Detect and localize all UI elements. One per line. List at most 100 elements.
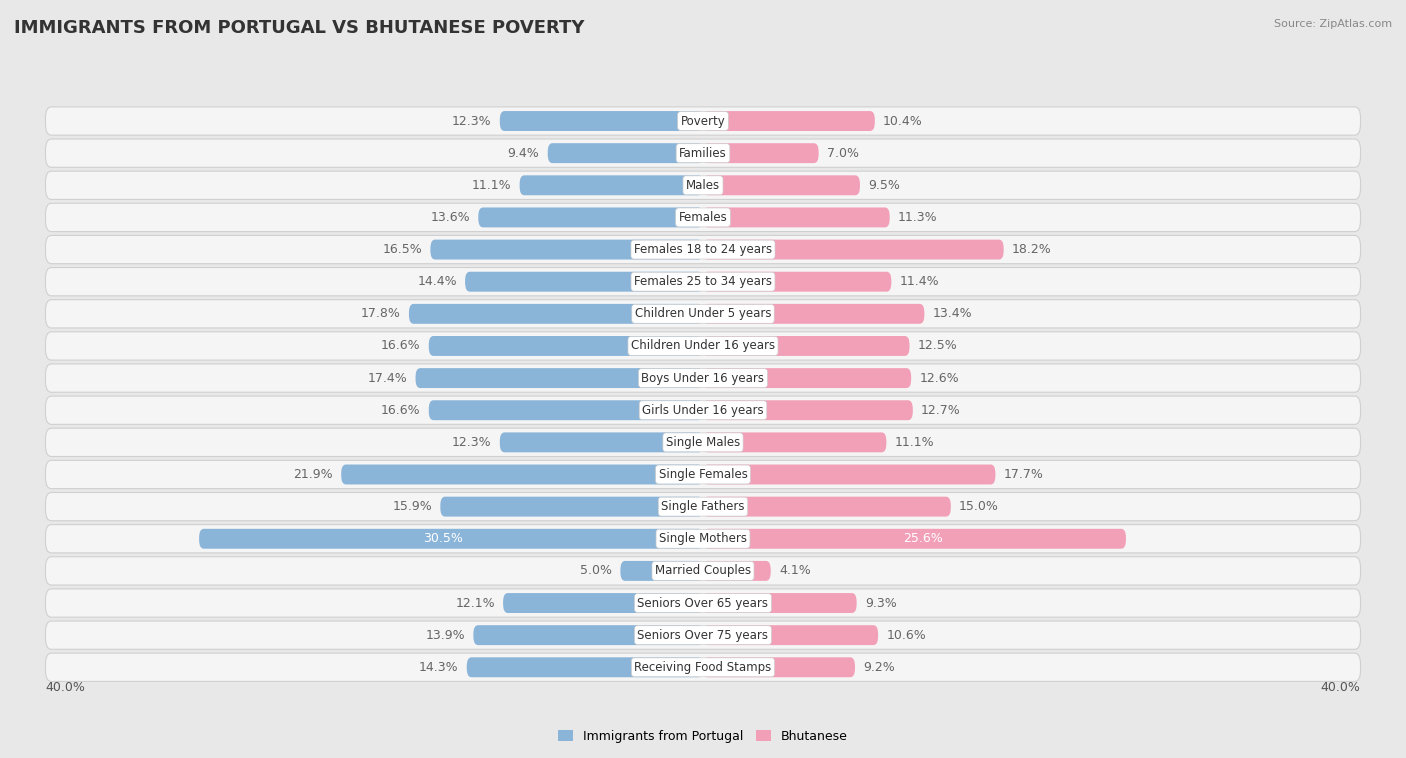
FancyBboxPatch shape [200, 529, 703, 549]
Text: 11.1%: 11.1% [894, 436, 934, 449]
Text: Receiving Food Stamps: Receiving Food Stamps [634, 661, 772, 674]
Text: 25.6%: 25.6% [903, 532, 942, 545]
Text: Single Males: Single Males [666, 436, 740, 449]
Text: Females: Females [679, 211, 727, 224]
FancyBboxPatch shape [703, 496, 950, 517]
FancyBboxPatch shape [620, 561, 703, 581]
Text: 9.5%: 9.5% [868, 179, 900, 192]
Text: 12.6%: 12.6% [920, 371, 959, 384]
FancyBboxPatch shape [45, 460, 1361, 489]
Text: 18.2%: 18.2% [1012, 243, 1052, 256]
Text: 15.0%: 15.0% [959, 500, 998, 513]
Text: IMMIGRANTS FROM PORTUGAL VS BHUTANESE POVERTY: IMMIGRANTS FROM PORTUGAL VS BHUTANESE PO… [14, 19, 585, 37]
Text: 12.3%: 12.3% [451, 436, 492, 449]
FancyBboxPatch shape [548, 143, 703, 163]
FancyBboxPatch shape [478, 208, 703, 227]
FancyBboxPatch shape [703, 561, 770, 581]
Text: Children Under 5 years: Children Under 5 years [634, 307, 772, 321]
Text: 17.4%: 17.4% [367, 371, 408, 384]
FancyBboxPatch shape [703, 143, 818, 163]
FancyBboxPatch shape [703, 529, 1126, 549]
Text: 4.1%: 4.1% [779, 565, 811, 578]
FancyBboxPatch shape [45, 107, 1361, 135]
Text: Single Fathers: Single Fathers [661, 500, 745, 513]
FancyBboxPatch shape [45, 525, 1361, 553]
Text: 5.0%: 5.0% [581, 565, 612, 578]
FancyBboxPatch shape [45, 268, 1361, 296]
FancyBboxPatch shape [503, 593, 703, 613]
Text: 9.4%: 9.4% [508, 146, 540, 160]
Text: 12.1%: 12.1% [456, 597, 495, 609]
Legend: Immigrants from Portugal, Bhutanese: Immigrants from Portugal, Bhutanese [553, 725, 853, 748]
Text: 7.0%: 7.0% [827, 146, 859, 160]
Text: Source: ZipAtlas.com: Source: ZipAtlas.com [1274, 19, 1392, 29]
FancyBboxPatch shape [703, 625, 879, 645]
FancyBboxPatch shape [703, 593, 856, 613]
FancyBboxPatch shape [520, 175, 703, 196]
Text: Males: Males [686, 179, 720, 192]
Text: 16.6%: 16.6% [381, 340, 420, 352]
FancyBboxPatch shape [45, 236, 1361, 264]
FancyBboxPatch shape [342, 465, 703, 484]
Text: Seniors Over 65 years: Seniors Over 65 years [637, 597, 769, 609]
FancyBboxPatch shape [409, 304, 703, 324]
Text: Seniors Over 75 years: Seniors Over 75 years [637, 628, 769, 642]
FancyBboxPatch shape [45, 428, 1361, 456]
FancyBboxPatch shape [45, 203, 1361, 231]
Text: 15.9%: 15.9% [392, 500, 432, 513]
FancyBboxPatch shape [440, 496, 703, 517]
FancyBboxPatch shape [416, 368, 703, 388]
FancyBboxPatch shape [703, 111, 875, 131]
FancyBboxPatch shape [703, 432, 886, 453]
FancyBboxPatch shape [703, 304, 924, 324]
Text: 17.7%: 17.7% [1004, 468, 1043, 481]
FancyBboxPatch shape [703, 271, 891, 292]
Text: Poverty: Poverty [681, 114, 725, 127]
Text: 40.0%: 40.0% [45, 681, 86, 694]
FancyBboxPatch shape [429, 336, 703, 356]
Text: 14.4%: 14.4% [418, 275, 457, 288]
Text: Single Females: Single Females [658, 468, 748, 481]
Text: Girls Under 16 years: Girls Under 16 years [643, 404, 763, 417]
FancyBboxPatch shape [45, 621, 1361, 650]
FancyBboxPatch shape [430, 240, 703, 259]
FancyBboxPatch shape [45, 653, 1361, 681]
FancyBboxPatch shape [703, 175, 860, 196]
Text: Single Mothers: Single Mothers [659, 532, 747, 545]
Text: 14.3%: 14.3% [419, 661, 458, 674]
FancyBboxPatch shape [703, 368, 911, 388]
Text: 9.3%: 9.3% [865, 597, 897, 609]
FancyBboxPatch shape [45, 332, 1361, 360]
Text: 11.1%: 11.1% [472, 179, 512, 192]
Text: 16.5%: 16.5% [382, 243, 422, 256]
FancyBboxPatch shape [467, 657, 703, 677]
Text: Females 18 to 24 years: Females 18 to 24 years [634, 243, 772, 256]
FancyBboxPatch shape [45, 589, 1361, 617]
FancyBboxPatch shape [703, 336, 910, 356]
Text: Children Under 16 years: Children Under 16 years [631, 340, 775, 352]
FancyBboxPatch shape [45, 171, 1361, 199]
FancyBboxPatch shape [499, 111, 703, 131]
FancyBboxPatch shape [474, 625, 703, 645]
Text: 11.3%: 11.3% [898, 211, 938, 224]
Text: Females 25 to 34 years: Females 25 to 34 years [634, 275, 772, 288]
FancyBboxPatch shape [45, 556, 1361, 585]
Text: 40.0%: 40.0% [1320, 681, 1361, 694]
Text: 9.2%: 9.2% [863, 661, 896, 674]
FancyBboxPatch shape [45, 139, 1361, 168]
FancyBboxPatch shape [703, 208, 890, 227]
Text: 21.9%: 21.9% [294, 468, 333, 481]
FancyBboxPatch shape [45, 396, 1361, 424]
FancyBboxPatch shape [45, 364, 1361, 392]
Text: 12.7%: 12.7% [921, 404, 960, 417]
Text: 12.3%: 12.3% [451, 114, 492, 127]
FancyBboxPatch shape [703, 465, 995, 484]
Text: 30.5%: 30.5% [423, 532, 463, 545]
Text: 10.6%: 10.6% [886, 628, 927, 642]
FancyBboxPatch shape [703, 400, 912, 420]
Text: 12.5%: 12.5% [918, 340, 957, 352]
Text: 11.4%: 11.4% [900, 275, 939, 288]
Text: Married Couples: Married Couples [655, 565, 751, 578]
Text: 13.4%: 13.4% [932, 307, 973, 321]
FancyBboxPatch shape [703, 240, 1004, 259]
